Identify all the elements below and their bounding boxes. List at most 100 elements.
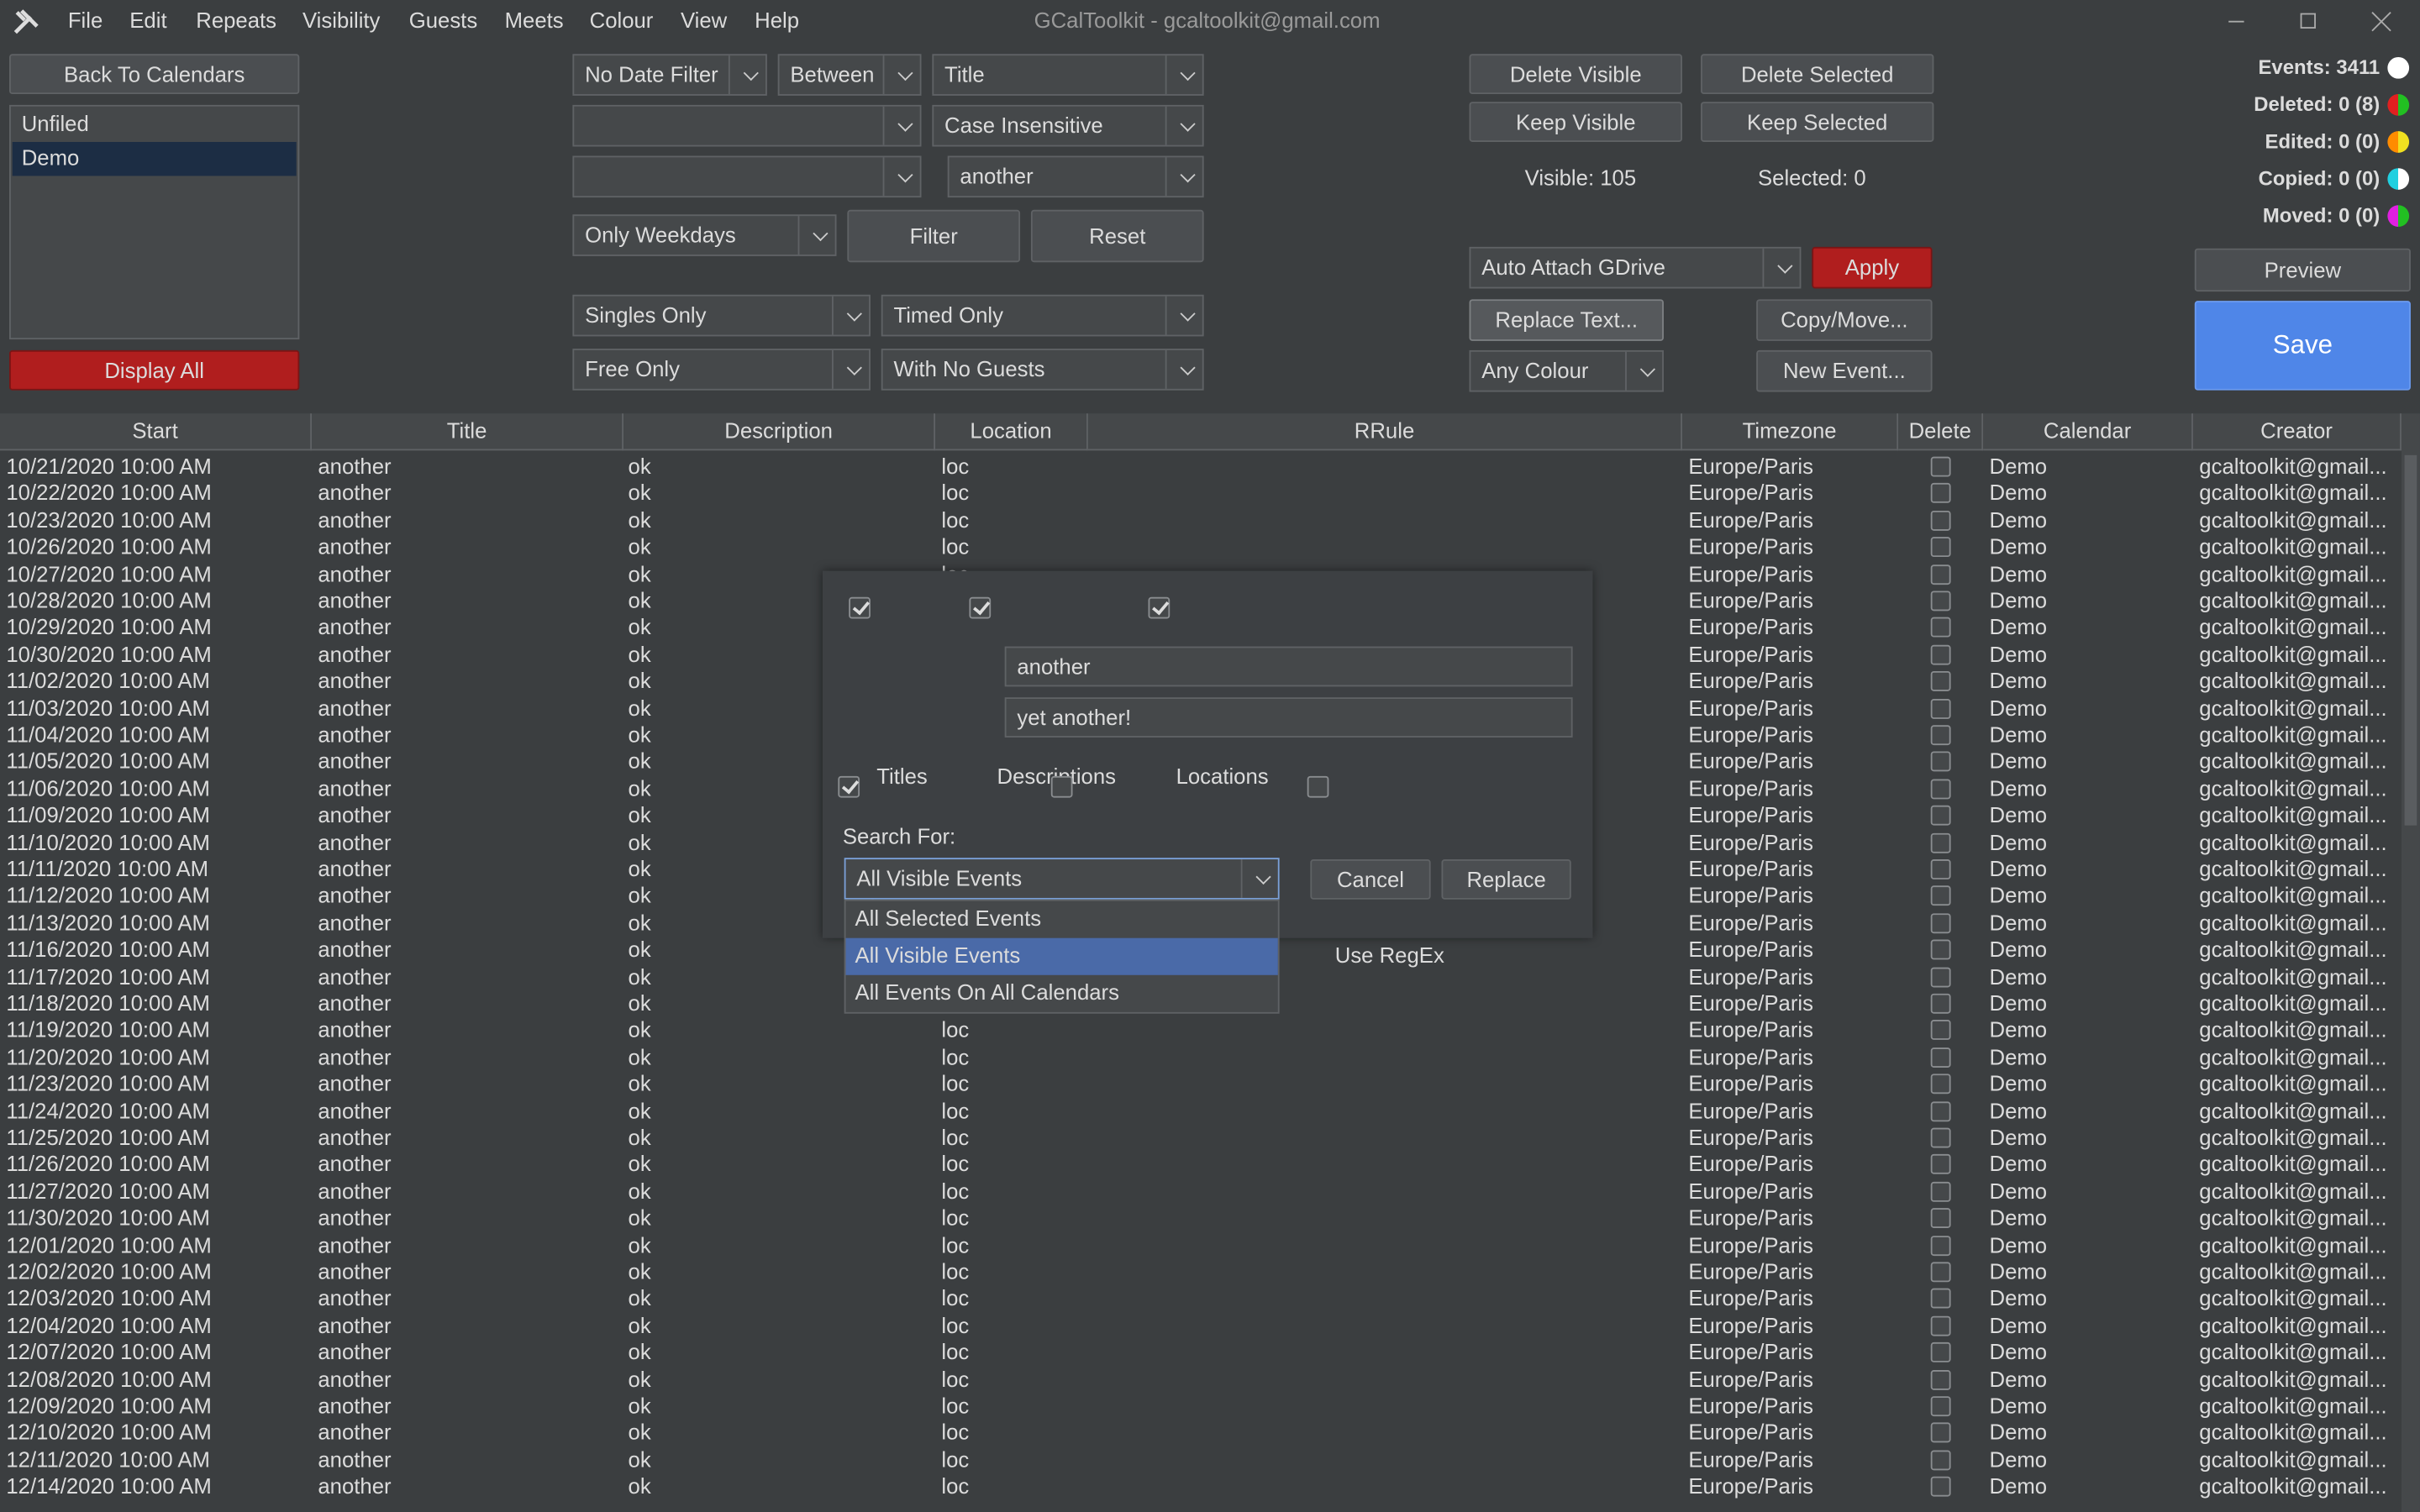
menu-item[interactable]: Guests bbox=[408, 8, 478, 33]
delete-checkbox[interactable] bbox=[1930, 1127, 1951, 1148]
replace-text-button[interactable]: Replace Text... bbox=[1469, 299, 1664, 341]
between[interactable]: Between bbox=[777, 54, 922, 96]
delete-checkbox[interactable] bbox=[1930, 1074, 1951, 1095]
dropdown-arrow[interactable] bbox=[1762, 248, 1800, 287]
delete-checkbox[interactable] bbox=[1930, 537, 1951, 558]
scrollbar-thumb[interactable] bbox=[2404, 454, 2417, 826]
dropdown-arrow[interactable] bbox=[1165, 157, 1202, 197]
new-event-button[interactable]: New Event... bbox=[1756, 349, 1933, 392]
menu-item[interactable]: Visibility bbox=[302, 8, 381, 33]
delete-checkbox[interactable] bbox=[1930, 859, 1951, 879]
delete-checkbox[interactable] bbox=[1930, 456, 1951, 477]
delete-checkbox[interactable] bbox=[1930, 725, 1951, 746]
singles[interactable]: Singles Only bbox=[572, 294, 871, 337]
keep-visible-button[interactable]: Keep Visible bbox=[1469, 102, 1683, 142]
checkbox[interactable] bbox=[838, 775, 860, 798]
delete-checkbox[interactable] bbox=[1930, 698, 1951, 719]
delete-checkbox[interactable] bbox=[1930, 483, 1951, 504]
target-option[interactable]: All Selected Events bbox=[855, 906, 1042, 931]
checkbox-label[interactable]: Titles bbox=[876, 764, 928, 789]
delete-checkbox[interactable] bbox=[1930, 939, 1951, 960]
dropdown-arrow[interactable] bbox=[728, 55, 765, 95]
delete-checkbox[interactable] bbox=[1930, 617, 1951, 638]
delete-checkbox[interactable] bbox=[1930, 671, 1951, 692]
column-header[interactable]: Description bbox=[623, 413, 936, 451]
delete-checkbox[interactable] bbox=[1930, 806, 1951, 826]
delete-checkbox[interactable] bbox=[1930, 644, 1951, 665]
guests[interactable]: With No Guests bbox=[881, 349, 1204, 391]
delete-checkbox[interactable] bbox=[1930, 993, 1951, 1014]
delete-visible-button[interactable]: Delete Visible bbox=[1469, 54, 1683, 95]
checkbox[interactable] bbox=[969, 596, 992, 619]
delete-checkbox[interactable] bbox=[1930, 1154, 1951, 1175]
checkbox[interactable] bbox=[1307, 775, 1329, 798]
checkbox-label[interactable]: Locations bbox=[1176, 764, 1269, 789]
checkbox[interactable] bbox=[1148, 596, 1171, 619]
dropdown-arrow[interactable] bbox=[831, 349, 869, 389]
free[interactable]: Free Only bbox=[572, 349, 871, 391]
dropdown-arrow[interactable] bbox=[1165, 349, 1202, 389]
delete-checkbox[interactable] bbox=[1930, 591, 1951, 612]
menu-item[interactable]: Meets bbox=[504, 8, 564, 33]
delete-checkbox[interactable] bbox=[1930, 564, 1951, 585]
keep-selected-button[interactable]: Keep Selected bbox=[1701, 102, 1934, 142]
target-combo[interactable]: All Visible Events bbox=[844, 858, 1280, 900]
text-combo[interactable] bbox=[572, 104, 922, 147]
delete-checkbox[interactable] bbox=[1930, 1047, 1951, 1068]
menu-item[interactable]: Edit bbox=[129, 8, 167, 33]
text-combo[interactable] bbox=[572, 155, 922, 198]
search-input[interactable]: another bbox=[1004, 646, 1573, 687]
calendar-item[interactable]: Demo bbox=[12, 141, 297, 176]
dropdown-arrow[interactable] bbox=[831, 296, 869, 335]
checkbox-label[interactable]: Use RegEx bbox=[1334, 942, 1444, 968]
back-button[interactable]: Back To Calendars bbox=[9, 54, 300, 95]
replace-button[interactable]: Replace bbox=[1441, 859, 1571, 900]
menu-item[interactable]: Colour bbox=[589, 8, 654, 33]
menu-item[interactable]: File bbox=[67, 8, 103, 33]
save-button[interactable]: Save bbox=[2194, 301, 2411, 391]
delete-checkbox[interactable] bbox=[1930, 1396, 1951, 1417]
target-option[interactable]: All Visible Events bbox=[845, 937, 1278, 975]
window-controls[interactable] bbox=[2217, 6, 2410, 37]
checkbox[interactable] bbox=[1050, 775, 1073, 798]
delete-checkbox[interactable] bbox=[1930, 1423, 1951, 1444]
delete-checkbox[interactable] bbox=[1930, 966, 1951, 987]
copy-move-button[interactable]: Copy/Move... bbox=[1756, 299, 1933, 341]
search[interactable]: another bbox=[947, 155, 1204, 198]
cancel-button[interactable]: Cancel bbox=[1310, 859, 1431, 900]
column-header[interactable]: Timezone bbox=[1682, 413, 1899, 451]
column-header[interactable]: Start bbox=[0, 413, 313, 451]
timed[interactable]: Timed Only bbox=[881, 294, 1204, 337]
delete-checkbox[interactable] bbox=[1930, 510, 1951, 531]
delete-checkbox[interactable] bbox=[1930, 1342, 1951, 1363]
dropdown-arrow[interactable] bbox=[882, 55, 920, 95]
checkbox[interactable] bbox=[849, 596, 871, 619]
delete-checkbox[interactable] bbox=[1930, 1208, 1951, 1229]
delete-checkbox[interactable] bbox=[1930, 752, 1951, 773]
delete-checkbox[interactable] bbox=[1930, 1289, 1951, 1310]
delete-selected-button[interactable]: Delete Selected bbox=[1701, 54, 1934, 95]
delete-checkbox[interactable] bbox=[1930, 1315, 1951, 1336]
reset-button[interactable]: Reset bbox=[1030, 209, 1204, 263]
delete-checkbox[interactable] bbox=[1930, 1100, 1951, 1121]
replace-input[interactable]: yet another! bbox=[1004, 697, 1573, 738]
delete-checkbox[interactable] bbox=[1930, 912, 1951, 933]
dropdown-arrow[interactable] bbox=[797, 216, 835, 255]
delete-checkbox[interactable] bbox=[1930, 1181, 1951, 1202]
weekdays[interactable]: Only Weekdays bbox=[572, 214, 837, 256]
filter-button[interactable]: Filter bbox=[847, 209, 1021, 263]
delete-checkbox[interactable] bbox=[1930, 1262, 1951, 1283]
delete-checkbox[interactable] bbox=[1930, 885, 1951, 906]
dropdown-arrow[interactable] bbox=[1165, 55, 1202, 95]
delete-checkbox[interactable] bbox=[1930, 1020, 1951, 1041]
delete-checkbox[interactable] bbox=[1930, 1450, 1951, 1471]
dropdown-arrow[interactable] bbox=[1165, 296, 1202, 335]
delete-checkbox[interactable] bbox=[1930, 779, 1951, 800]
column-header[interactable]: RRule bbox=[1087, 413, 1683, 451]
delete-checkbox[interactable] bbox=[1930, 1235, 1951, 1256]
delete-checkbox[interactable] bbox=[1930, 1477, 1951, 1497]
column-header[interactable]: Title bbox=[312, 413, 624, 451]
apply-button[interactable]: Apply bbox=[1812, 246, 1933, 289]
display-all-button[interactable]: Display All bbox=[9, 349, 300, 391]
dropdown-arrow[interactable] bbox=[1625, 351, 1662, 391]
